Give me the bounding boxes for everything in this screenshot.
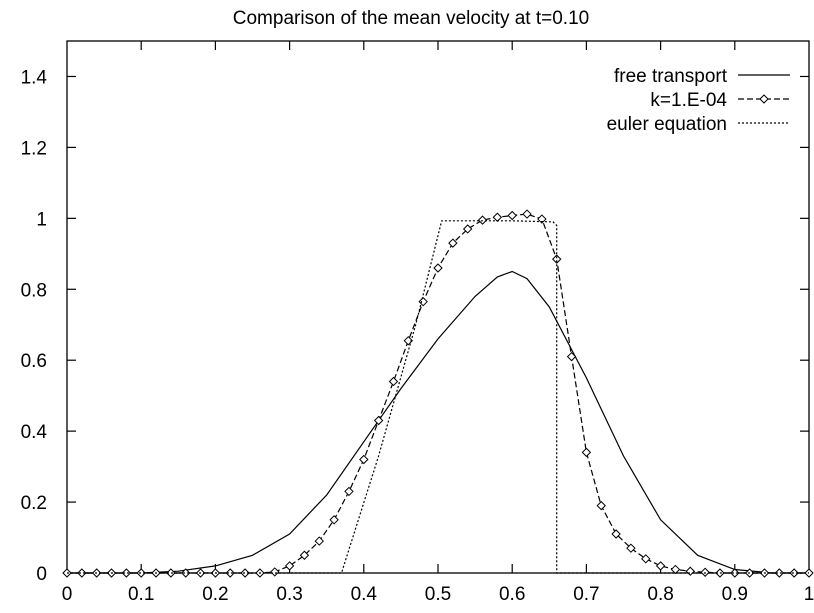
data-point [685,566,695,576]
data-point [774,568,785,578]
x-tick-label: 1 [804,584,814,605]
data-point [507,210,517,221]
data-point [462,224,473,234]
data-point [225,568,235,578]
x-tick-label: 0.6 [499,584,525,605]
data-point [270,567,280,577]
data-point [596,500,606,511]
y-tick-label: 0.2 [21,493,47,514]
series-0 [67,270,809,574]
data-point [433,263,443,273]
data-point [789,568,799,578]
data-point [299,550,310,560]
chart-title: Comparison of the mean velocity at t=0.1… [233,8,589,29]
x-tick-label: 0.7 [573,584,599,605]
data-point [329,515,339,525]
data-point [477,215,488,225]
x-tick-label: 0.9 [722,584,748,605]
series-line [67,220,809,574]
y-tick-label: 0.4 [21,422,48,443]
x-tick-label: 0.8 [647,584,673,605]
x-tick-label: 0.1 [128,584,154,605]
x-tick-label: 0.5 [425,584,451,605]
data-point [344,486,354,497]
data-point [121,568,132,578]
legend: free transport k=1.E-04 euler equation [607,66,790,135]
y-tick-label: 1.4 [21,67,48,88]
data-point [314,536,324,546]
series-2 [67,220,809,574]
x-tick-label: 0.4 [351,584,378,605]
y-tick-label: 0.8 [21,280,47,301]
data-point [537,214,547,224]
y-tick-label: 1 [36,209,47,230]
data-point [166,568,176,578]
y-tick-label: 0 [36,564,47,585]
data-point [240,568,250,578]
data-point [359,454,369,465]
x-tick-label: 0.3 [276,584,302,605]
series-line [67,270,809,574]
data-point [284,561,295,571]
data-point [626,543,636,553]
data-point [388,376,399,387]
data-point [670,564,681,575]
legend-marker [759,94,769,104]
data-point [373,415,384,426]
plot-area [62,209,814,578]
data-point [492,212,503,222]
y-tick-label: 0.6 [21,351,47,372]
data-point [448,238,458,248]
data-point [655,561,666,571]
legend-label: euler equation [607,114,727,135]
data-point [552,254,562,264]
x-tick-label: 0 [62,584,73,605]
data-point [641,554,651,564]
data-point [522,209,532,219]
data-point [403,335,414,346]
data-point [77,568,87,578]
x-axis: 0 0.1 0.2 0.3 0.4 0.5 0.6 0.7 0.8 0.9 1 [62,41,814,605]
data-point [418,296,428,307]
y-tick-label: 1.2 [21,138,47,159]
legend-label: free transport [614,66,728,87]
data-point [136,568,146,578]
legend-label: k=1.E-04 [650,90,727,111]
data-point [730,568,740,578]
x-tick-label: 0.2 [202,584,228,605]
series-1 [62,209,814,578]
data-point [181,568,191,578]
data-point [611,529,621,539]
data-point [581,447,592,458]
data-point [566,351,577,362]
y-axis: 0 0.2 0.4 0.6 0.8 1 1.2 1.4 [21,67,809,585]
data-point [700,567,710,577]
